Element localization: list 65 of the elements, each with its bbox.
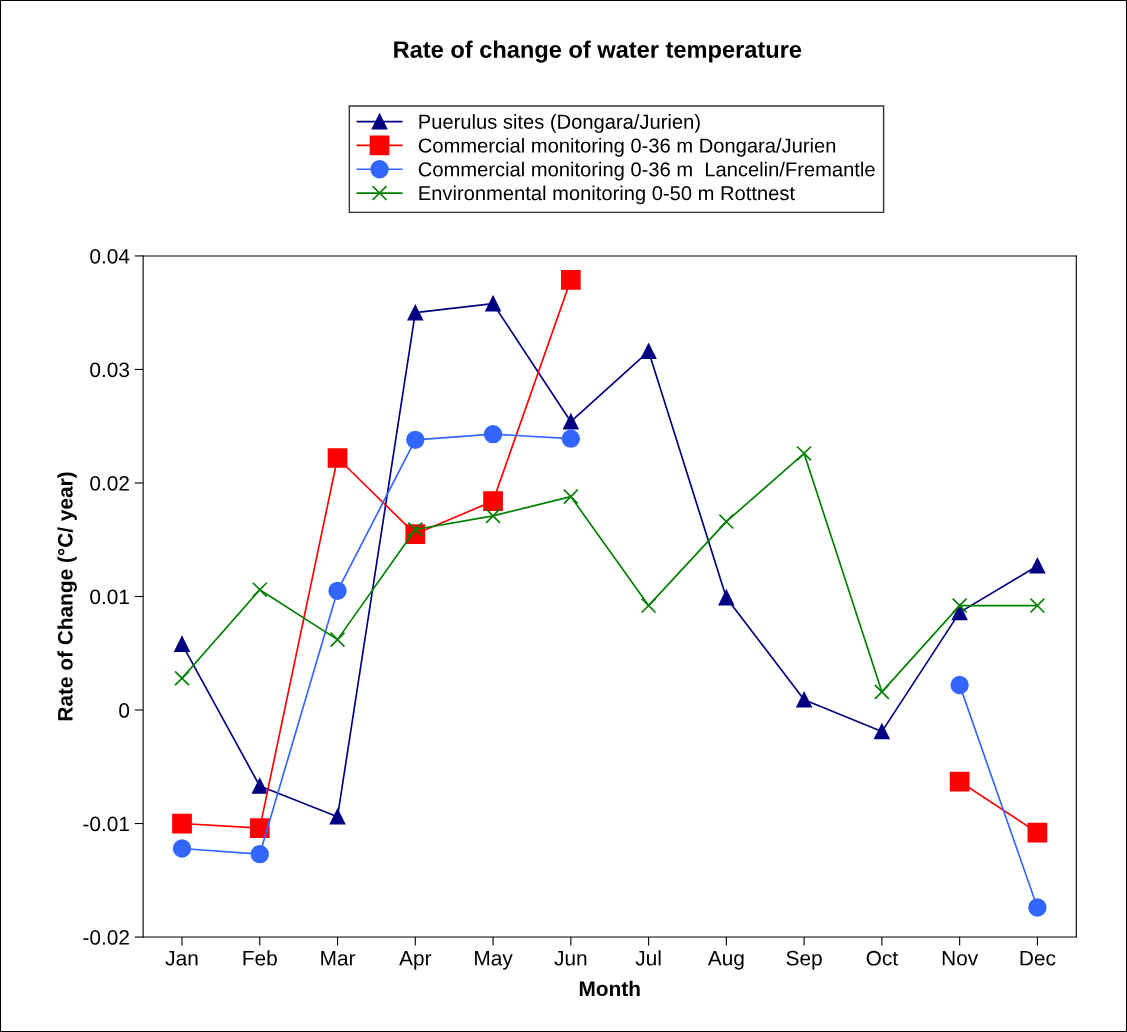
point: [1027, 822, 1048, 843]
legend-label: Puerulus sites (Dongara/Jurien): [419, 114, 700, 133]
x-tick-label: Jun: [554, 951, 587, 966]
x-tick-label: Mar: [321, 951, 356, 966]
point: [640, 597, 657, 614]
x-tick-label: Jan: [165, 951, 198, 966]
point: [406, 430, 425, 450]
point: [249, 818, 270, 838]
x-tick-label: Aug: [707, 951, 744, 970]
x-tick-label: Sep: [786, 950, 822, 970]
point: [172, 813, 192, 834]
x-tick-label: Oct: [866, 950, 898, 966]
y-tick-label: 0.04: [90, 248, 130, 264]
point: [483, 491, 503, 512]
chart-title: Rate of change of water temperature: [394, 40, 802, 63]
x-axis-title: Month: [579, 980, 640, 997]
point: [485, 508, 501, 524]
point: [796, 445, 812, 462]
point: [329, 808, 346, 825]
point: [718, 589, 735, 606]
point: [328, 581, 347, 600]
x-tick-label: Feb: [243, 950, 277, 966]
legend-label: Commercial monitoring 0-36 m Dongara/Jurien: [418, 137, 836, 157]
x-tick-label: Nov: [942, 951, 979, 966]
point: [251, 778, 268, 794]
point: [250, 845, 269, 864]
point: [174, 636, 190, 652]
point: [561, 429, 580, 448]
point: [329, 631, 346, 648]
point: [407, 304, 424, 321]
point: [718, 513, 735, 530]
point: [874, 723, 890, 740]
y-tick-label: 0: [119, 703, 130, 718]
x-tick-label: Dec: [1020, 951, 1056, 966]
x-tick-label: Apr: [399, 951, 432, 970]
point: [172, 839, 192, 858]
point: [327, 448, 348, 468]
legend-label: Commercial monitoring 0-36 m Lancelin/Fremantle: [418, 161, 875, 181]
point: [407, 521, 424, 538]
point: [950, 675, 969, 695]
legend-label: Environmental monitoring 0-50 m Rottnest: [419, 185, 795, 205]
point: [563, 413, 579, 430]
point: [951, 597, 968, 614]
point: [796, 692, 812, 708]
point: [1029, 597, 1046, 614]
y-tick-label: 0.01: [90, 589, 129, 605]
y-tick-label: -0.02: [83, 930, 129, 945]
point: [874, 684, 890, 700]
y-tick-label: -0.01: [83, 816, 129, 832]
x-tick-label: May: [475, 951, 513, 970]
point: [563, 488, 579, 505]
point: [485, 295, 501, 312]
point: [640, 343, 657, 360]
point: [951, 604, 968, 621]
y-tick-label: 0.03: [90, 362, 130, 378]
point: [560, 269, 581, 290]
point: [174, 670, 190, 687]
point: [1029, 558, 1046, 574]
point: [483, 424, 503, 444]
point: [1028, 898, 1047, 917]
x-tick-label: Jul: [635, 950, 661, 966]
y-tick-label: 0.02: [90, 475, 129, 491]
point: [251, 581, 268, 598]
y-axis-title: Rate of Change (°C/ year): [57, 472, 77, 721]
point: [949, 771, 970, 792]
